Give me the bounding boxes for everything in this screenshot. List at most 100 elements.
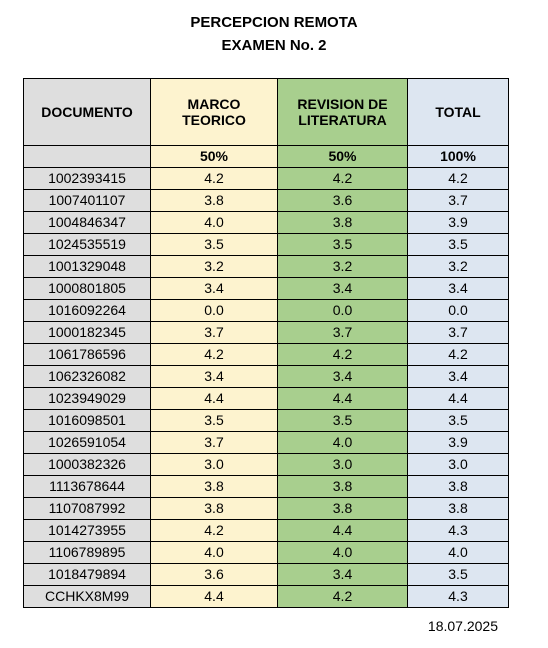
cell-total: 3.5 — [407, 563, 509, 586]
cell-marco-teorico: 0.0 — [150, 299, 278, 322]
table-row: 1000382326 3.0 3.0 3.0 — [23, 453, 509, 476]
cell-marco-teorico: 4.4 — [150, 585, 278, 608]
header-marco-line2: TEORICO — [182, 112, 246, 128]
cell-total: 3.8 — [407, 475, 509, 498]
cell-documento: 1061786596 — [23, 343, 151, 366]
cell-marco-teorico: 3.8 — [150, 475, 278, 498]
header-documento: DOCUMENTO — [23, 78, 151, 146]
cell-revision-literatura: 3.4 — [277, 365, 408, 388]
cell-total: 3.9 — [407, 431, 509, 454]
cell-total: 3.0 — [407, 453, 509, 476]
cell-documento: 1107087992 — [23, 497, 151, 520]
header-row: DOCUMENTO MARCO TEORICO REVISION DE LITE… — [23, 78, 509, 146]
cell-documento: 1062326082 — [23, 365, 151, 388]
cell-documento: 1001329048 — [23, 255, 151, 278]
table-row: 1001329048 3.2 3.2 3.2 — [23, 255, 509, 278]
weight-marco: 50% — [150, 145, 278, 168]
weight-documento — [23, 145, 151, 168]
cell-revision-literatura: 3.6 — [277, 189, 408, 212]
cell-total: 4.3 — [407, 519, 509, 542]
cell-revision-literatura: 4.4 — [277, 387, 408, 410]
cell-marco-teorico: 3.6 — [150, 563, 278, 586]
page-title: PERCEPCION REMOTA — [190, 14, 358, 31]
cell-total: 3.4 — [407, 277, 509, 300]
cell-revision-literatura: 4.0 — [277, 431, 408, 454]
table-row: 1113678644 3.8 3.8 3.8 — [23, 475, 509, 498]
cell-documento: CCHKX8M99 — [23, 585, 151, 608]
cell-revision-literatura: 4.2 — [277, 343, 408, 366]
cell-documento: 1000382326 — [23, 453, 151, 476]
cell-marco-teorico: 3.2 — [150, 255, 278, 278]
cell-documento: 1026591054 — [23, 431, 151, 454]
cell-documento: 1000182345 — [23, 321, 151, 344]
header-total: TOTAL — [407, 78, 509, 146]
cell-marco-teorico: 3.4 — [150, 365, 278, 388]
cell-total: 4.3 — [407, 585, 509, 608]
table-row: 1007401107 3.8 3.6 3.7 — [23, 189, 509, 212]
table-row: 1026591054 3.7 4.0 3.9 — [23, 431, 509, 454]
weight-total: 100% — [407, 145, 509, 168]
cell-total: 3.5 — [407, 409, 509, 432]
cell-marco-teorico: 4.2 — [150, 167, 278, 190]
header-revision-line1: REVISION DE — [297, 96, 388, 112]
cell-total: 3.8 — [407, 497, 509, 520]
weight-revision: 50% — [277, 145, 408, 168]
cell-total: 3.2 — [407, 255, 509, 278]
cell-revision-literatura: 3.4 — [277, 563, 408, 586]
cell-revision-literatura: 4.0 — [277, 541, 408, 564]
cell-documento: 1016098501 — [23, 409, 151, 432]
cell-marco-teorico: 4.4 — [150, 387, 278, 410]
cell-revision-literatura: 4.2 — [277, 585, 408, 608]
cell-documento: 1007401107 — [23, 189, 151, 212]
cell-documento: 1000801805 — [23, 277, 151, 300]
cell-total: 3.5 — [407, 233, 509, 256]
table-row: 1061786596 4.2 4.2 4.2 — [23, 343, 509, 366]
table-row: 1016098501 3.5 3.5 3.5 — [23, 409, 509, 432]
cell-marco-teorico: 3.5 — [150, 409, 278, 432]
cell-revision-literatura: 3.0 — [277, 453, 408, 476]
table-row: 1024535519 3.5 3.5 3.5 — [23, 233, 509, 256]
cell-marco-teorico: 3.5 — [150, 233, 278, 256]
cell-total: 3.9 — [407, 211, 509, 234]
table-row: 1106789895 4.0 4.0 4.0 — [23, 541, 509, 564]
table-row: 1014273955 4.2 4.4 4.3 — [23, 519, 509, 542]
cell-documento: 1023949029 — [23, 387, 151, 410]
cell-revision-literatura: 4.2 — [277, 167, 408, 190]
cell-total: 4.2 — [407, 167, 509, 190]
cell-revision-literatura: 3.7 — [277, 321, 408, 344]
cell-documento: 1018479894 — [23, 563, 151, 586]
header-revision-line2: LITERATURA — [298, 112, 387, 128]
cell-total: 3.4 — [407, 365, 509, 388]
cell-revision-literatura: 4.4 — [277, 519, 408, 542]
cell-documento: 1016092264 — [23, 299, 151, 322]
table-row: 1062326082 3.4 3.4 3.4 — [23, 365, 509, 388]
cell-marco-teorico: 4.2 — [150, 343, 278, 366]
table-row: 1000801805 3.4 3.4 3.4 — [23, 277, 509, 300]
cell-marco-teorico: 4.0 — [150, 541, 278, 564]
header-revision-literatura: REVISION DE LITERATURA — [277, 78, 408, 146]
table-row: 1018479894 3.6 3.4 3.5 — [23, 563, 509, 586]
cell-revision-literatura: 3.8 — [277, 475, 408, 498]
cell-total: 3.7 — [407, 321, 509, 344]
cell-marco-teorico: 4.2 — [150, 519, 278, 542]
cell-total: 4.0 — [407, 541, 509, 564]
table-row: 1016092264 0.0 0.0 0.0 — [23, 299, 509, 322]
cell-marco-teorico: 3.8 — [150, 189, 278, 212]
cell-documento: 1106789895 — [23, 541, 151, 564]
cell-documento: 1024535519 — [23, 233, 151, 256]
cell-marco-teorico: 4.0 — [150, 211, 278, 234]
cell-marco-teorico: 3.4 — [150, 277, 278, 300]
table-row: 1023949029 4.4 4.4 4.4 — [23, 387, 509, 410]
cell-total: 0.0 — [407, 299, 509, 322]
cell-total: 4.4 — [407, 387, 509, 410]
cell-documento: 1002393415 — [23, 167, 151, 190]
header-marco-line1: MARCO — [187, 96, 241, 112]
cell-revision-literatura: 3.8 — [277, 497, 408, 520]
table-row: 1000182345 3.7 3.7 3.7 — [23, 321, 509, 344]
table-row: 1002393415 4.2 4.2 4.2 — [23, 167, 509, 190]
cell-revision-literatura: 3.5 — [277, 409, 408, 432]
page-subtitle: EXAMEN No. 2 — [221, 37, 327, 54]
cell-total: 4.2 — [407, 343, 509, 366]
cell-marco-teorico: 3.8 — [150, 497, 278, 520]
cell-documento: 1014273955 — [23, 519, 151, 542]
